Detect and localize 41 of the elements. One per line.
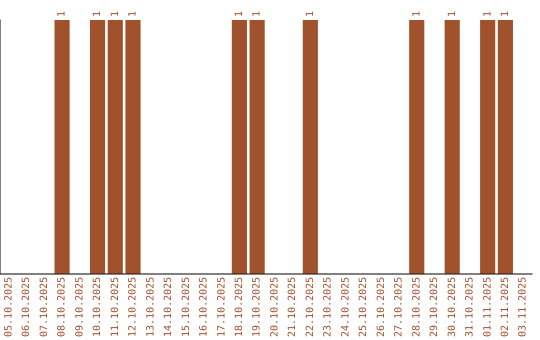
x-tick-label: 08.10.2025 [56, 276, 68, 338]
x-tick-label: 17.10.2025 [216, 276, 228, 338]
data-label: 1 [411, 10, 422, 17]
x-tick-label: 28.10.2025 [411, 276, 422, 338]
data-label: 1 [446, 10, 458, 17]
x-tick-label: 27.10.2025 [394, 276, 405, 338]
x-tick-label: 16.10.2025 [198, 276, 210, 338]
x-tick-label: 13.10.2025 [145, 276, 156, 338]
x-tick-label: 25.10.2025 [358, 276, 370, 338]
x-tick-label: 10.10.2025 [92, 276, 104, 338]
x-tick-label: 02.11.2025 [500, 276, 511, 338]
x-tick-label: 26.10.2025 [376, 276, 387, 338]
x-tick-label: 21.10.2025 [287, 276, 298, 338]
x-tick-label: 29.10.2025 [429, 276, 440, 338]
data-label: 1 [92, 10, 104, 17]
x-tick-label: 31.10.2025 [464, 276, 476, 338]
x-tick-label: 22.10.2025 [304, 276, 316, 338]
data-label: 1 [304, 10, 316, 17]
data-label: 1 [234, 10, 245, 17]
x-tick-label: 19.10.2025 [252, 276, 263, 338]
data-label: 1 [252, 10, 263, 17]
x-tick-label: 12.10.2025 [128, 276, 139, 338]
data-label: 1 [110, 10, 121, 17]
x-tick-label: 06.10.2025 [21, 276, 32, 338]
x-tick-label: 24.10.2025 [340, 276, 352, 338]
data-label: 1 [482, 10, 494, 17]
x-tick-label: 09.10.2025 [74, 276, 86, 338]
x-tick-label: 15.10.2025 [180, 276, 192, 338]
x-tick-label: 03.11.2025 [518, 276, 529, 338]
x-tick-label: 20.10.2025 [269, 276, 280, 338]
x-tick-label: 30.10.2025 [446, 276, 458, 338]
x-tick-label: 23.10.2025 [322, 276, 334, 338]
x-tick-label: 11.10.2025 [110, 276, 121, 338]
x-tick-label: 05.10.2025 [3, 276, 14, 338]
data-label: 1 [500, 10, 511, 17]
x-tick-label: 01.11.2025 [482, 276, 494, 338]
x-tick-label: 14.10.2025 [163, 276, 174, 338]
data-label: 1 [56, 10, 68, 17]
data-label: 1 [128, 10, 139, 17]
x-tick-label: 07.10.2025 [38, 276, 50, 338]
x-tick-label: 18.10.2025 [234, 276, 245, 338]
